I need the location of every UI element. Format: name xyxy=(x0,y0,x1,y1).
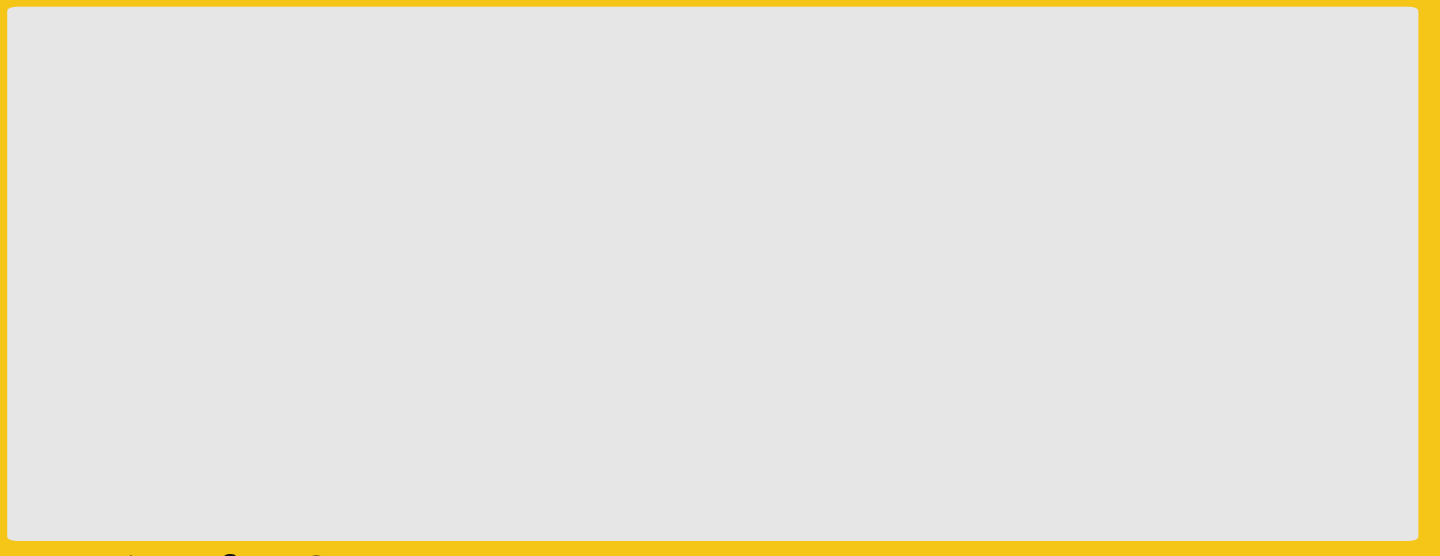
Text: distance of 30.0 cm.  The value of the Coulomb: distance of 30.0 cm. The value of the Co… xyxy=(69,353,1096,395)
Text: 2: 2 xyxy=(943,443,960,468)
Text: /C: /C xyxy=(870,455,917,497)
Text: C separated by a: C separated by a xyxy=(847,251,1228,294)
Text: constant is 8.99 × 10: constant is 8.99 × 10 xyxy=(69,455,534,497)
Text: units of N/C.: units of N/C. xyxy=(69,554,344,556)
Text: Find the magnitude of the electric field at a: Find the magnitude of the electric field… xyxy=(69,48,1022,90)
Text: .  Answer in: . Answer in xyxy=(969,455,1230,497)
Text: −9: −9 xyxy=(812,239,851,264)
Text: −9: −9 xyxy=(153,239,192,264)
Text: 2: 2 xyxy=(844,443,861,468)
Text: 9: 9 xyxy=(625,443,642,468)
Text: C and +80.9 × 10: C and +80.9 × 10 xyxy=(187,251,592,293)
Text: 10: 10 xyxy=(69,251,124,293)
Text: N · m: N · m xyxy=(654,455,786,497)
Text: point midway between two charges +39.2 ×: point midway between two charges +39.2 × xyxy=(69,150,1038,192)
